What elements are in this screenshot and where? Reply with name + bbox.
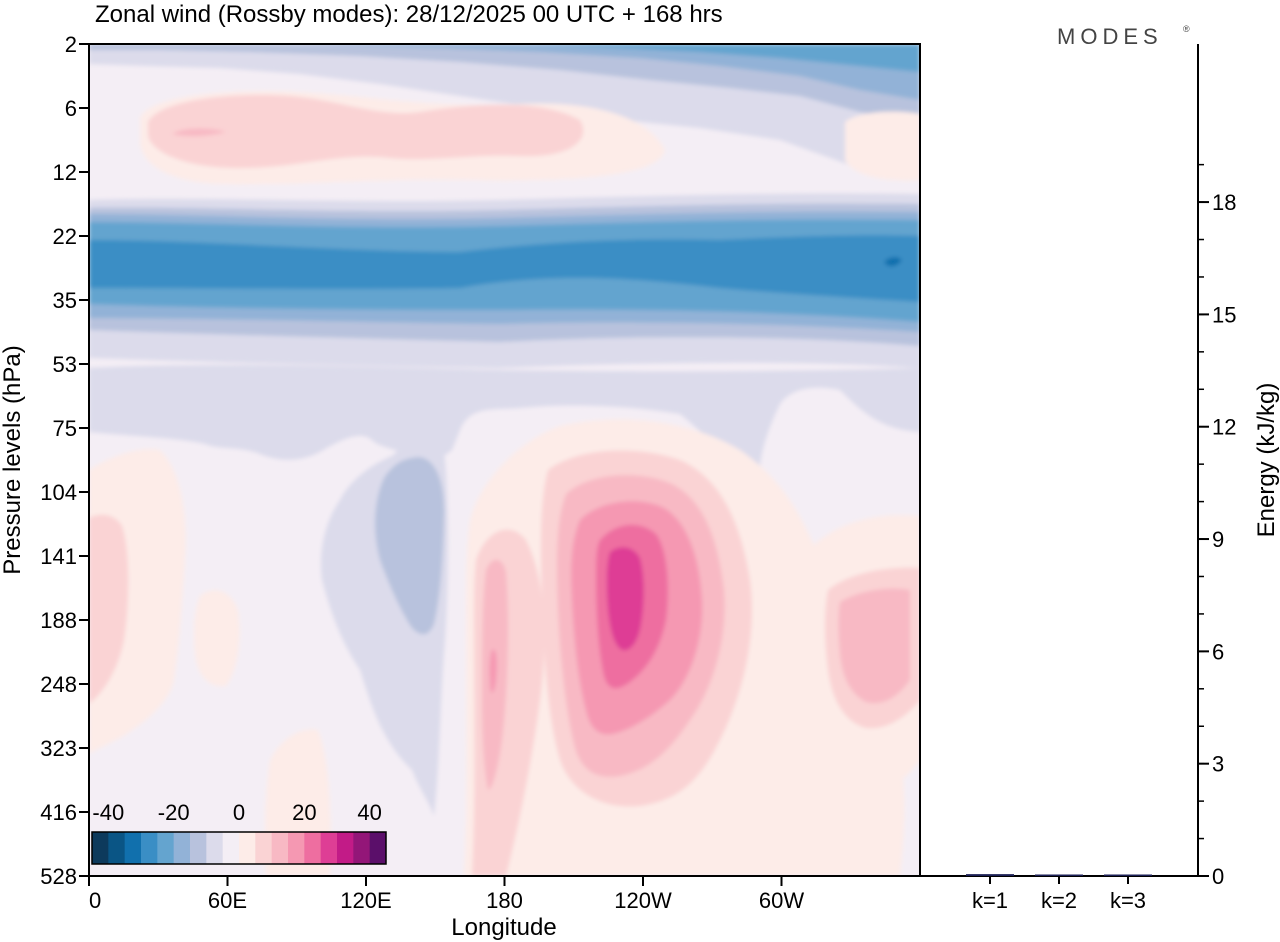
colorbar-swatch bbox=[141, 832, 158, 864]
y-tick-label: 141 bbox=[40, 544, 77, 569]
colorbar-swatch bbox=[239, 832, 256, 864]
colorbar-tick-label: 40 bbox=[357, 800, 381, 825]
y-axis-label: Pressure levels (hPa) bbox=[0, 345, 26, 574]
y-tick-label: 2 bbox=[65, 32, 77, 57]
x-tick-label: 180 bbox=[486, 888, 523, 913]
colorbar-swatch bbox=[320, 832, 338, 864]
longitude-axis: 0 60E 120E 180 120W 60W bbox=[88, 876, 804, 913]
contour-band bbox=[193, 590, 240, 687]
energy-tick-label: 3 bbox=[1212, 752, 1224, 777]
y-tick-label: 6 bbox=[65, 96, 77, 121]
energy-bar-k=2 bbox=[1035, 874, 1083, 876]
registered-mark: ® bbox=[1183, 24, 1190, 34]
energy-tick-label: 15 bbox=[1212, 302, 1236, 327]
x-tick-label: 120E bbox=[340, 888, 391, 913]
colorbar-swatch bbox=[92, 832, 109, 864]
zonal-wind-field bbox=[89, 44, 920, 876]
energy-tick-label: 0 bbox=[1212, 864, 1224, 889]
colorbar-frame bbox=[91, 831, 387, 865]
colorbar-swatch bbox=[206, 832, 224, 864]
colorbar-swatch bbox=[190, 832, 207, 864]
contour-band bbox=[489, 649, 497, 693]
chart-title: Zonal wind (Rossby modes): 28/12/2025 00… bbox=[95, 1, 723, 28]
colorbar-swatch bbox=[369, 832, 387, 864]
colorbar-swatch bbox=[173, 832, 191, 864]
colorbar-swatch bbox=[271, 832, 289, 864]
modes-logo: MODES bbox=[1057, 24, 1163, 49]
energy-tick-label: 6 bbox=[1212, 639, 1224, 664]
energy-axis-label: Energy (kJ/kg) bbox=[1253, 383, 1280, 538]
colorbar-tick-label: -20 bbox=[158, 800, 190, 825]
y-tick-label: 188 bbox=[40, 608, 77, 633]
y-tick-label: 248 bbox=[40, 672, 77, 697]
y-tick-label: 104 bbox=[40, 480, 77, 505]
y-tick-label: 323 bbox=[40, 736, 77, 761]
colorbar-swatch bbox=[288, 832, 305, 864]
y-tick-label: 22 bbox=[53, 224, 77, 249]
x-tick-label: 0 bbox=[89, 888, 101, 913]
colorbar-swatch bbox=[304, 832, 322, 864]
energy-category-label: k=1 bbox=[972, 888, 1008, 913]
y-tick-label: 53 bbox=[53, 352, 77, 377]
colorbar-swatch bbox=[222, 832, 240, 864]
colorbar-swatch bbox=[353, 832, 371, 864]
energy-axis: 0 3 6 9 12 15 18 bbox=[1198, 163, 1236, 889]
contour-band bbox=[520, 44, 920, 72]
contour-band bbox=[838, 588, 910, 704]
colorbar-swatch bbox=[124, 832, 142, 864]
x-tick-label: 60W bbox=[759, 888, 804, 913]
colorbar-swatch bbox=[157, 832, 175, 864]
contour-band bbox=[845, 111, 920, 181]
y-tick-label: 528 bbox=[40, 864, 77, 889]
contour-band bbox=[89, 364, 920, 470]
contour-band bbox=[148, 95, 584, 168]
colorbar-tick-label: -40 bbox=[92, 800, 124, 825]
contour-band bbox=[89, 235, 920, 302]
energy-tick-label: 18 bbox=[1212, 190, 1236, 215]
contour-band bbox=[375, 457, 445, 635]
energy-bars: k=1 k=2 k=3 bbox=[966, 874, 1152, 913]
energy-tick-label: 9 bbox=[1212, 527, 1224, 552]
contour-band bbox=[300, 44, 920, 100]
energy-bar-k=1 bbox=[966, 874, 1014, 876]
contour-band bbox=[884, 257, 902, 267]
y-tick-label: 35 bbox=[53, 288, 77, 313]
x-tick-label: 60E bbox=[208, 888, 247, 913]
colorbar-swatch bbox=[108, 832, 126, 864]
contour-band bbox=[172, 128, 226, 137]
colorbar-swatch bbox=[337, 832, 354, 864]
energy-category-label: k=2 bbox=[1041, 888, 1077, 913]
colorbar: -40 -20 0 20 40 bbox=[91, 800, 387, 865]
energy-tick-label: 12 bbox=[1212, 415, 1236, 440]
y-tick-label: 416 bbox=[40, 800, 77, 825]
energy-bar-k=3 bbox=[1104, 874, 1152, 876]
energy-category-label: k=3 bbox=[1110, 888, 1146, 913]
contour-band bbox=[89, 514, 129, 704]
y-tick-label: 75 bbox=[53, 416, 77, 441]
x-tick-label: 120W bbox=[614, 888, 672, 913]
contour-band bbox=[606, 547, 644, 651]
y-tick-label: 12 bbox=[53, 160, 77, 185]
colorbar-tick-label: 20 bbox=[292, 800, 316, 825]
pressure-axis: 2 6 12 22 35 53 75 104 141 188 248 323 416 528 bbox=[40, 32, 89, 889]
x-axis-label: Longitude bbox=[451, 914, 556, 941]
colorbar-swatch bbox=[255, 832, 273, 864]
colorbar-tick-label: 0 bbox=[233, 800, 245, 825]
